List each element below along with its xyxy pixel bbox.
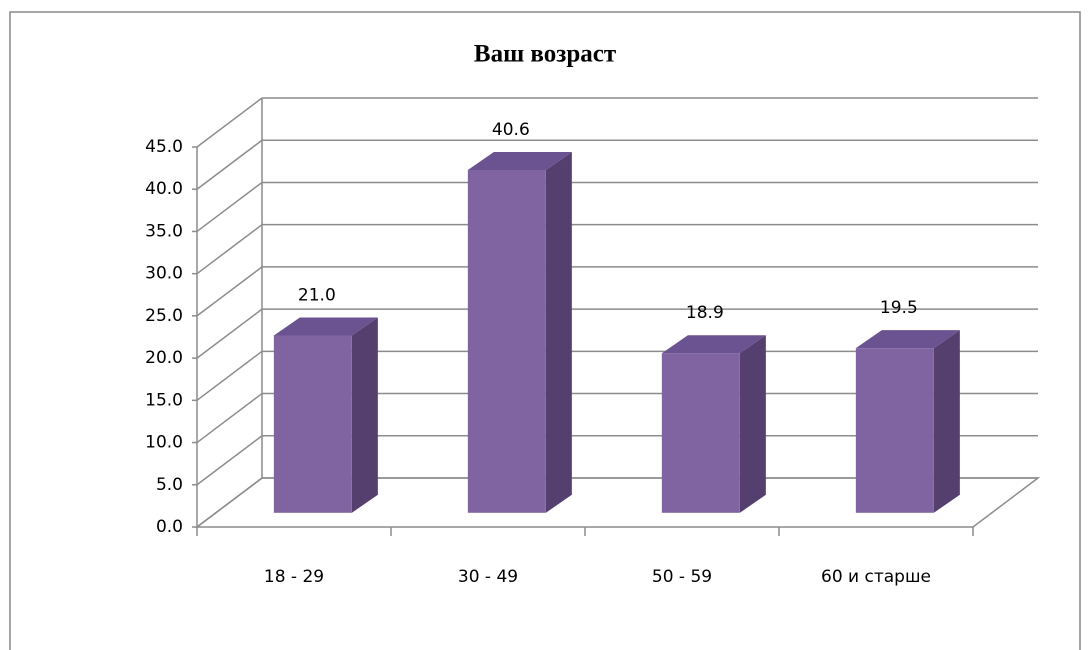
bar-side — [933, 330, 960, 513]
y-tick-label: 0.0 — [156, 517, 183, 537]
bar — [661, 353, 740, 513]
grid-line-side — [196, 435, 263, 486]
x-tick-label: 50 - 59 — [652, 567, 712, 587]
y-tick-label: 25.0 — [145, 306, 183, 326]
grid-line-side — [196, 308, 263, 359]
data-label: 40.6 — [492, 120, 530, 140]
data-label: 18.9 — [686, 303, 724, 323]
bar — [855, 348, 934, 513]
y-tick-label: 35.0 — [145, 221, 183, 241]
y-tick-label: 5.0 — [156, 475, 183, 495]
bar — [467, 169, 546, 513]
grid-line-side — [196, 477, 263, 528]
bar-top — [273, 317, 378, 336]
x-tick-label: 30 - 49 — [458, 567, 518, 587]
data-label: 21.0 — [298, 285, 336, 305]
bar-top — [661, 335, 766, 354]
y-tick-label: 40.0 — [145, 179, 183, 199]
grid-line-side — [196, 392, 263, 444]
grid-line-side — [196, 181, 263, 233]
y-tick-label: 20.0 — [145, 348, 183, 368]
bar-side — [739, 335, 766, 513]
bar-side — [545, 151, 572, 513]
grid-line-side — [196, 350, 263, 401]
bar-top — [855, 330, 960, 349]
x-tick-label: 18 - 29 — [264, 567, 324, 587]
data-label: 19.5 — [880, 298, 918, 318]
bar — [273, 335, 352, 513]
y-tick-label: 10.0 — [145, 433, 183, 453]
x-tick-label: 60 и старше — [821, 567, 931, 587]
y-tick-label: 30.0 — [145, 264, 183, 284]
grid-line-side — [196, 266, 263, 317]
bar-top — [467, 151, 572, 170]
y-tick-label: 15.0 — [145, 390, 183, 410]
grid-line-side — [196, 224, 263, 275]
grid-line-side — [196, 139, 263, 190]
y-tick-label: 45.0 — [145, 137, 183, 157]
grid-line-side — [196, 97, 263, 148]
bar-side — [351, 317, 378, 513]
chart-title: Ваш возраст — [474, 41, 616, 68]
